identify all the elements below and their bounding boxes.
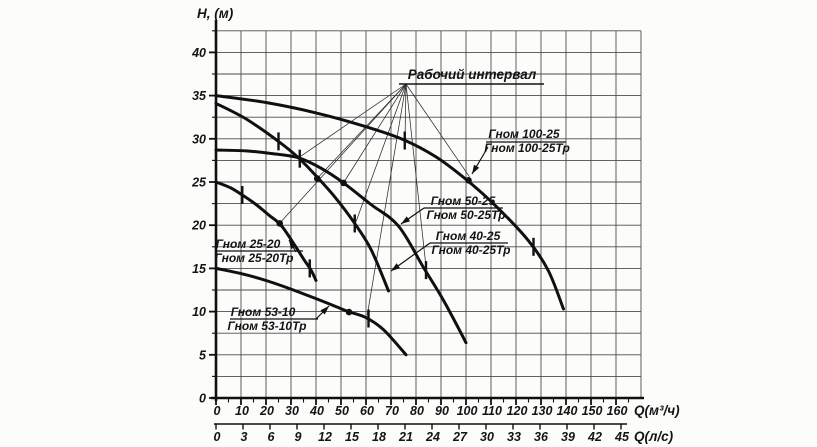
secondary-tick-label: 3 <box>241 430 248 444</box>
curve-gnom-53-10 <box>214 266 408 357</box>
x-tick-label: 160 <box>607 404 628 418</box>
y-tick-label: 10 <box>192 305 206 319</box>
x-tick-label: 120 <box>507 404 528 418</box>
y-tick-label: 30 <box>192 132 206 146</box>
nominal-dot-gnom-53-10 <box>345 308 353 316</box>
x-tick-label: 140 <box>557 404 578 418</box>
secondary-tick-label: 18 <box>372 430 386 444</box>
primary-axes: 0 5 10 15 20 25 30 35 40 0 10 20 30 40 50 60 70 80 90 100 11… <box>191 20 644 418</box>
working-interval-label: Рабочий интервал <box>408 67 537 82</box>
x-tick-label: 60 <box>360 404 374 418</box>
y-tick-label: 15 <box>192 262 207 276</box>
callout-arrowhead <box>401 216 411 224</box>
nominal-dot-gnom-100-25 <box>465 176 472 184</box>
secondary-tick-label: 21 <box>398 430 413 444</box>
secondary-tick-label: 42 <box>587 430 602 444</box>
callout-line1-gnom-53-10: Гном 53-10 <box>231 305 296 319</box>
callout-line2-gnom-53-10: Гном 53-10Тр <box>228 319 307 333</box>
y-axis-title: H, (м) <box>197 6 234 21</box>
callout-arrowhead <box>320 306 329 315</box>
secondary-tick-label: 12 <box>318 430 332 444</box>
x-tick-label: 50 <box>335 404 349 418</box>
x-tick-label: 100 <box>457 404 478 418</box>
nominal-dot-gnom-25-20 <box>276 220 284 227</box>
y-tick-label: 0 <box>199 392 206 406</box>
working-interval-leader <box>405 83 427 267</box>
working-interval-marks <box>241 131 535 328</box>
y-tick-label: 20 <box>191 219 206 233</box>
secondary-tick-label: 30 <box>480 430 494 444</box>
y-tick-label: 40 <box>191 46 206 60</box>
secondary-tick-label: 24 <box>425 430 440 444</box>
x-axis-title-secondary: Q(л/с) <box>634 429 674 444</box>
x-tick-label: 30 <box>285 404 299 418</box>
x-tick-label: 40 <box>309 404 324 418</box>
secondary-tick-label: 6 <box>268 430 276 444</box>
nominal-dot-gnom-40-25 <box>313 175 321 182</box>
x-tick-label: 110 <box>482 404 502 418</box>
x-axis-title-primary: Q(м³/ч) <box>634 403 680 418</box>
y-tick-label: 25 <box>191 176 207 190</box>
callout-line1-gnom-100-25: Гном 100-25 <box>488 127 560 141</box>
x-tick-label: 20 <box>259 404 274 418</box>
y-tick-label: 35 <box>192 89 207 103</box>
working-interval-leader <box>343 83 407 183</box>
x-tick-label: 10 <box>235 404 249 418</box>
secondary-tick-label: 45 <box>614 430 630 444</box>
secondary-tick-label: 9 <box>295 430 302 444</box>
y-tick-label: 5 <box>199 348 207 362</box>
curve-gnom-25-20 <box>214 180 318 282</box>
working-interval-leader <box>366 83 407 316</box>
callout-line1-gnom-50-25: Гном 50-25 <box>431 194 496 208</box>
callout-line2-gnom-100-25: Гном 100-25Тр <box>484 141 570 155</box>
titles: H, (м) Q(м³/ч) Q(л/с) Рабочий интервал <box>197 6 680 444</box>
secondary-tick-label: 0 <box>214 430 221 444</box>
callout-line2-gnom-25-20: Гном 25-20Тр <box>215 251 294 265</box>
x-tick-label: 0 <box>214 404 221 418</box>
x-tick-label: 70 <box>385 404 399 418</box>
secondary-tick-label: 15 <box>345 430 360 444</box>
callout-arrowhead <box>391 263 401 271</box>
curve-gnom-100-25 <box>214 94 565 311</box>
secondary-tick-label: 39 <box>561 430 575 444</box>
working-interval-leader <box>405 83 470 178</box>
x-tick-label: 130 <box>532 404 553 418</box>
x-tick-label: 80 <box>410 404 424 418</box>
working-interval-leader <box>280 83 407 222</box>
nominal-dot-gnom-50-25 <box>340 179 347 187</box>
grid-lines <box>216 30 642 398</box>
working-interval-leader <box>317 83 407 178</box>
secondary-tick-label: 33 <box>507 430 521 444</box>
callout-line2-gnom-50-25: Гном 50-25Тр <box>427 208 506 222</box>
callout-line1-gnom-25-20: Гном 25-20 <box>216 237 281 251</box>
callout-arrowhead <box>289 240 297 250</box>
working-interval-leader <box>300 83 407 157</box>
x-tick-label: 150 <box>582 404 603 418</box>
secondary-tick-label: 27 <box>452 430 468 444</box>
nominal-point-dots <box>276 175 472 316</box>
secondary-x-axis: 0 3 6 9 12 15 18 21 24 27 30 33 36 39 42 45 <box>214 423 630 444</box>
callout-arrowhead <box>472 164 480 174</box>
callout-line1-gnom-40-25: Гном 40-25 <box>436 229 501 243</box>
secondary-tick-label: 36 <box>534 430 549 444</box>
x-tick-label: 90 <box>435 404 449 418</box>
callout-line2-gnom-40-25: Гном 40-25Тр <box>432 243 511 257</box>
